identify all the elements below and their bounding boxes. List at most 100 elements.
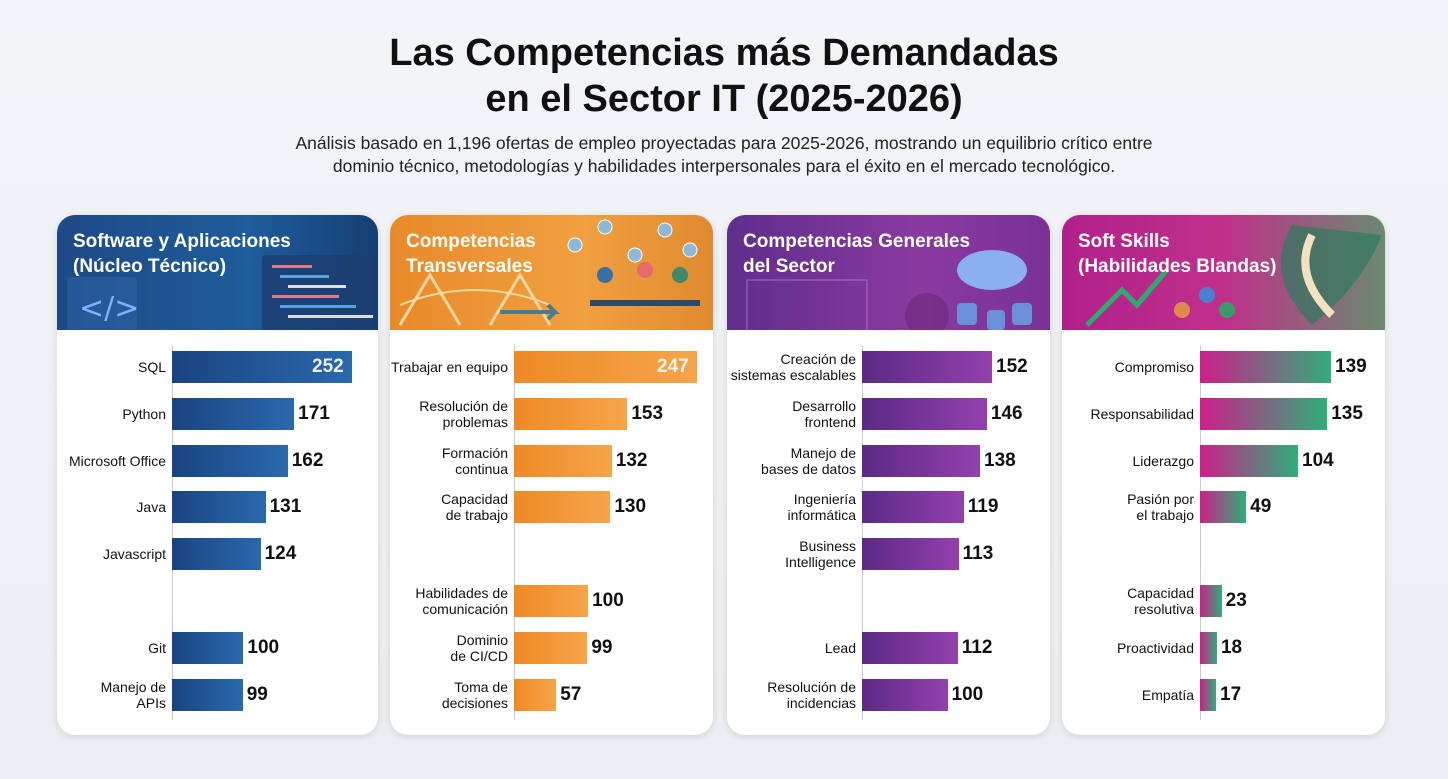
category-label: Compromiso	[1114, 359, 1194, 375]
bar	[172, 397, 295, 430]
bar	[862, 538, 959, 571]
bar	[862, 491, 964, 524]
value-label: 153	[631, 402, 664, 424]
category-label: Formación continua	[441, 444, 508, 477]
value-label: 18	[1220, 636, 1243, 658]
bar	[514, 491, 611, 524]
bar	[172, 538, 261, 571]
bar	[172, 631, 244, 664]
panel-header: Competencias Transversales	[390, 215, 713, 330]
bar-axis	[514, 345, 515, 720]
bar	[862, 397, 987, 430]
panel-title: Soft Skills (Habilidades Blandas)	[1078, 231, 1277, 277]
handshake-icon	[1085, 225, 1382, 327]
chart-panel-4: Soft Skills (Habilidades Blandas) Comprom…	[1062, 215, 1385, 735]
value-label: 152	[996, 356, 1028, 377]
category-label: Manejo de bases de datos	[761, 444, 856, 477]
category-label: Business Intelligence	[785, 538, 856, 571]
bar	[172, 444, 288, 477]
category-label: Microsoft Office	[69, 452, 166, 469]
value-label: 100	[247, 636, 280, 658]
category-label: Javascript	[102, 546, 166, 563]
bar-axis	[172, 345, 173, 720]
chart-panel-3: Competencias Generales del Sector Creació…	[727, 215, 1050, 735]
bar-axis	[1200, 345, 1201, 720]
bar	[1200, 678, 1217, 711]
panel-title: Software y Aplicaciones (Núcleo Técnico)	[73, 231, 291, 277]
value-label: 17	[1220, 683, 1242, 705]
category-label: Manejo de APIs	[100, 678, 166, 711]
panel-title: Competencias Generales del Sector	[743, 231, 971, 277]
category-label: Git	[148, 639, 166, 656]
value-label: 112	[961, 636, 993, 658]
bar	[514, 585, 589, 617]
value-label: 139	[1335, 356, 1367, 377]
category-label: Pasión por el trabajo	[1127, 491, 1194, 524]
panel-header: Software y Aplicaciones (Núcleo Técnico)…	[57, 215, 378, 330]
value-label: 138	[984, 449, 1016, 471]
bar	[514, 678, 557, 711]
value-label: 49	[1250, 496, 1272, 518]
page-title: Las Competencias más Demandadas en el Se…	[389, 32, 1059, 120]
category-label: Creación de sistemas escalables	[730, 351, 856, 383]
bar	[862, 631, 958, 664]
category-label: Resolución de problemas	[419, 397, 508, 430]
value-label: 252	[312, 356, 344, 377]
category-label: Capacidad de trabajo	[441, 491, 508, 524]
value-label: 113	[962, 543, 994, 565]
team-bridge-icon	[398, 219, 700, 326]
value-label: 124	[264, 543, 297, 565]
code-editor-icon: </>	[67, 255, 373, 330]
bar	[514, 631, 588, 664]
value-label: 146	[990, 402, 1023, 424]
category-label: SQL	[137, 359, 166, 375]
value-label: 171	[298, 402, 330, 424]
category-label: Responsabilidad	[1090, 405, 1194, 422]
bar	[514, 397, 628, 430]
value-label: 132	[615, 449, 648, 471]
category-label: Ingeniería informática	[787, 491, 856, 524]
value-label: 247	[657, 356, 689, 377]
bar	[1200, 444, 1298, 477]
bar	[514, 351, 697, 383]
category-label: Trabajar en equipo	[390, 359, 508, 375]
cloud-database-icon	[746, 250, 1032, 330]
category-label: Resolución de incidencias	[767, 678, 856, 711]
value-label: 99	[591, 636, 613, 658]
panel-header: Soft Skills (Habilidades Blandas)	[1062, 215, 1385, 330]
chart-panel-2: Competencias Transversales Trabajar en eq…	[390, 215, 713, 735]
bar	[1200, 585, 1222, 617]
bar	[862, 351, 992, 383]
bar	[1200, 351, 1331, 383]
category-label: Proactividad	[1116, 639, 1194, 656]
category-label: Habilidades de comunicación	[415, 585, 508, 617]
category-label: Lead	[824, 639, 856, 656]
category-label: Toma de decisiones	[441, 678, 508, 711]
value-label: 104	[1302, 449, 1334, 471]
page-subtitle: Análisis basado en 1,196 ofertas de empl…	[295, 133, 1153, 176]
value-label: 57	[560, 683, 582, 705]
category-label: Liderazgo	[1132, 452, 1195, 469]
bar	[172, 351, 352, 383]
svg-text:</>: </>	[79, 291, 139, 326]
value-label: 130	[614, 496, 647, 518]
value-label: 100	[951, 683, 984, 705]
value-label: 100	[592, 590, 624, 611]
category-label: Desarrollo frontend	[792, 397, 856, 430]
bar	[1200, 631, 1217, 664]
bar	[172, 678, 243, 711]
chart-panel-1: Software y Aplicaciones (Núcleo Técnico)…	[57, 215, 378, 735]
category-label: Dominio de CI/CD	[450, 631, 508, 664]
value-label: 119	[967, 496, 999, 518]
bar	[514, 444, 612, 477]
bar	[1200, 491, 1247, 524]
bar	[862, 444, 981, 477]
value-label: 23	[1225, 590, 1247, 611]
category-label: Python	[122, 405, 166, 422]
panel-header: Competencias Generales del Sector	[727, 215, 1050, 330]
value-label: 135	[1331, 402, 1363, 424]
bar	[172, 491, 266, 524]
category-label: Empatía	[1141, 686, 1194, 703]
bar-axis	[862, 345, 863, 720]
value-label: 162	[291, 449, 324, 471]
